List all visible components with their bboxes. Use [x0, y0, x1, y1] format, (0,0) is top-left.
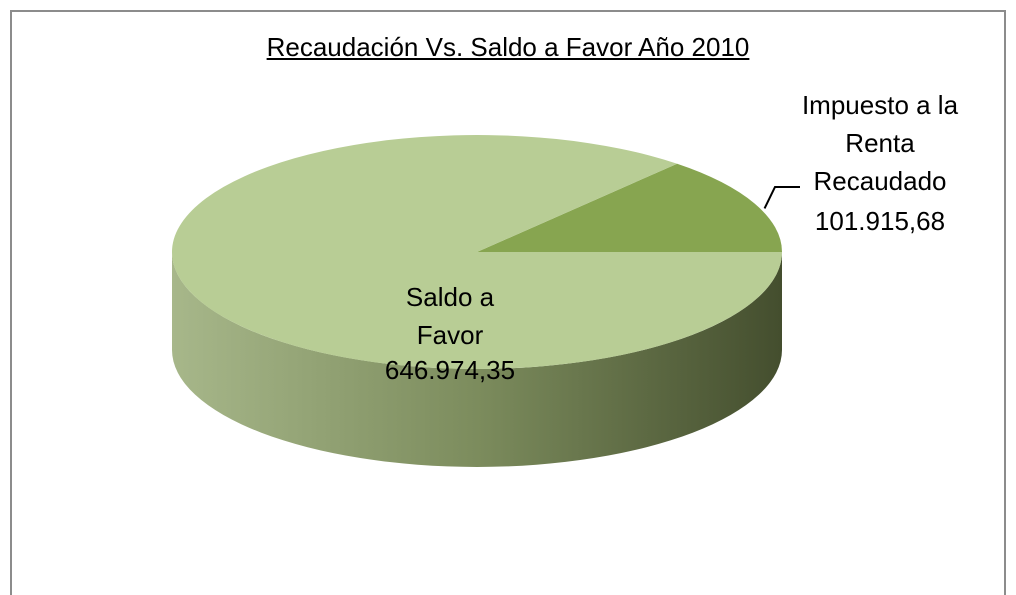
slice-label: Impuesto a la Renta Recaudado: [801, 90, 959, 196]
slice-label: Saldo a Favor: [405, 282, 495, 350]
slice: [477, 163, 782, 252]
value-label: 646.974,35: [384, 355, 516, 385]
chart-frame: [10, 10, 1006, 595]
slice: [171, 134, 783, 369]
slice-side: [172, 252, 782, 467]
value-label: 101.915,68: [814, 206, 946, 236]
chart-title: Recaudación Vs. Saldo a Favor Año 2010: [266, 32, 750, 62]
leader-line: [763, 186, 800, 209]
